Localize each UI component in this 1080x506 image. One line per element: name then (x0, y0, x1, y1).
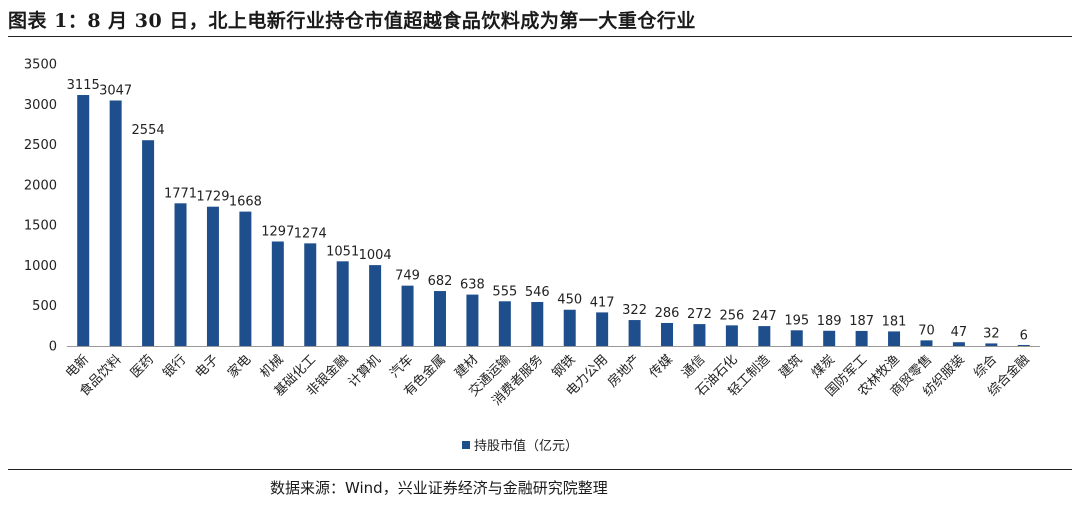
data-label: 47 (951, 325, 968, 340)
data-label: 1051 (326, 244, 359, 259)
bar (304, 243, 317, 346)
x-tick-label: 传媒 (647, 352, 676, 381)
x-tick-label: 煤炭 (809, 352, 838, 381)
source-note: 数据来源：Wind，兴业证券经济与金融研究院整理 (270, 479, 608, 497)
bar (661, 322, 674, 346)
data-label: 247 (752, 309, 777, 324)
bar (466, 294, 479, 346)
x-tick-label: 建筑 (776, 352, 806, 382)
bar (563, 309, 576, 346)
data-label: 70 (918, 323, 935, 338)
bar (77, 95, 90, 347)
x-tick-label: 机械 (258, 352, 287, 381)
figure-title: 图表 1：8 月 30 日，北上电新行业持仓市值超越食品饮料成为第一大重仓行业 (8, 10, 696, 32)
top-rule (8, 36, 1072, 37)
x-tick-label: 医药 (128, 352, 157, 381)
bar (174, 203, 187, 346)
data-label: 6 (1020, 329, 1028, 344)
data-label: 450 (557, 293, 582, 308)
data-label: 546 (525, 285, 550, 300)
y-tick-label: 1500 (24, 219, 57, 234)
data-label: 256 (719, 308, 744, 323)
legend-swatch (462, 441, 470, 449)
x-tick-label: 汽车 (387, 352, 417, 382)
data-label: 32 (983, 326, 1000, 341)
data-label: 682 (428, 274, 453, 289)
data-label: 322 (622, 303, 647, 318)
data-label: 1274 (294, 226, 327, 241)
bar (109, 100, 122, 346)
data-label: 272 (687, 307, 712, 322)
data-label: 286 (655, 306, 680, 321)
bar (952, 342, 965, 346)
bar (790, 330, 803, 346)
y-tick-label: 0 (49, 340, 57, 355)
bar (823, 330, 836, 346)
x-tick-label: 房地产 (605, 352, 644, 391)
bar (855, 330, 868, 346)
bottom-rule (8, 469, 1072, 470)
data-label: 1771 (164, 186, 197, 201)
x-tick-label: 钢铁 (550, 352, 579, 381)
bar (498, 301, 511, 346)
bar (239, 211, 252, 346)
data-label: 2554 (132, 123, 165, 138)
data-labels: 3115 3047 2554 1771 1729 1668 1297 1274 1051 1004… (67, 78, 1028, 343)
data-label: 1668 (229, 195, 262, 210)
bar (758, 326, 771, 346)
data-label: 181 (882, 314, 907, 329)
x-tick-label: 通信 (679, 352, 708, 381)
bar (401, 285, 414, 346)
x-tick-label: 银行 (160, 352, 189, 381)
y-tick-label: 3500 (24, 58, 57, 73)
y-tick-label: 500 (32, 299, 57, 314)
y-tick-label: 3000 (24, 98, 57, 113)
x-tick-label: 电子 (193, 352, 222, 381)
y-tick-label: 2500 (24, 138, 57, 153)
data-label: 417 (590, 295, 615, 310)
x-tick-label: 建材 (452, 352, 481, 381)
bar (1017, 345, 1030, 346)
bar (369, 265, 382, 346)
y-tick-label: 2000 (24, 178, 57, 193)
data-label: 189 (817, 314, 842, 329)
data-label: 1297 (261, 224, 294, 239)
data-label: 638 (460, 278, 485, 293)
bar-chart: 0 500 1000 1500 2000 2500 3000 3500 3115 3047 255… (24, 58, 1040, 454)
x-tick-label: 电新 (62, 352, 92, 382)
data-label: 555 (492, 284, 517, 299)
bar (628, 320, 641, 346)
bar (596, 312, 609, 346)
data-label: 3115 (67, 78, 100, 93)
data-label: 1004 (359, 248, 392, 263)
data-label: 1729 (196, 190, 229, 205)
bar (271, 241, 284, 346)
bar (920, 340, 933, 346)
bar (531, 302, 544, 346)
data-label: 3047 (99, 83, 132, 98)
x-tick-label: 计算机 (346, 352, 384, 390)
bar (433, 291, 446, 346)
bar (888, 331, 901, 346)
data-label: 749 (395, 269, 420, 284)
data-label: 195 (784, 313, 809, 328)
legend-label: 持股市值（亿元） (474, 438, 578, 454)
bar (142, 140, 155, 346)
bar (206, 206, 219, 346)
legend: 持股市值（亿元） (462, 438, 578, 454)
x-tick-label: 家电 (225, 352, 255, 382)
bar-series (77, 95, 1030, 347)
bar (336, 261, 349, 346)
bar (693, 324, 706, 346)
data-label: 187 (849, 314, 874, 329)
bar (985, 343, 998, 346)
bar (725, 325, 738, 346)
y-tick-label: 1000 (24, 259, 57, 274)
x-tick-label: 综合 (971, 352, 1000, 381)
y-axis: 0 500 1000 1500 2000 2500 3000 3500 (24, 58, 1040, 355)
